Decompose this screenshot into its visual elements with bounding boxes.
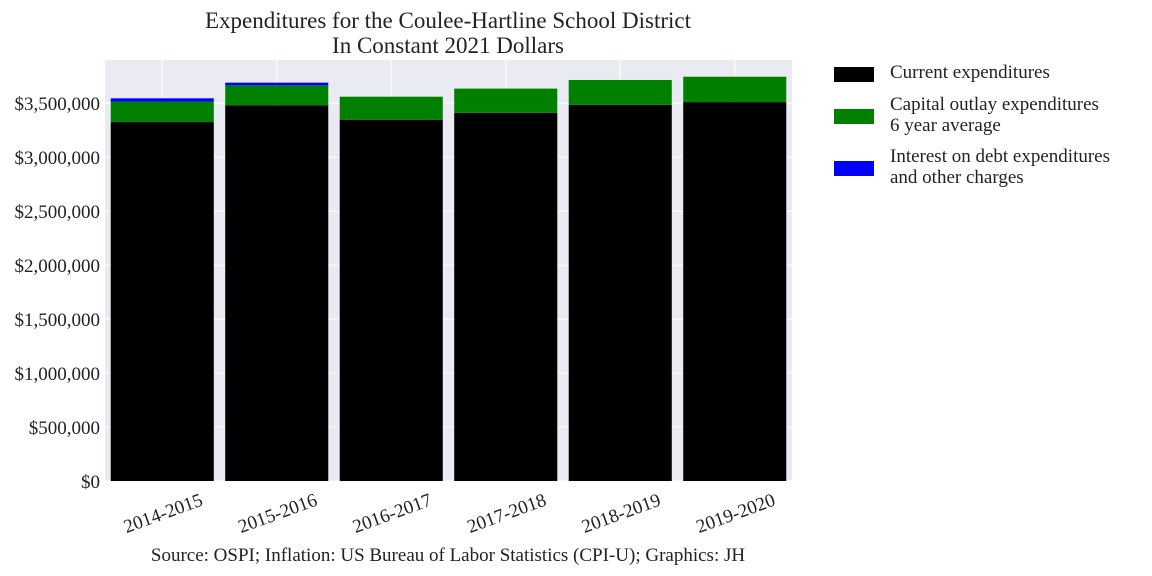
y-tick-label: $1,500,000 (15, 310, 101, 331)
bar-2017-2018-series-1 (454, 88, 558, 113)
bar-2015-2016-series-0 (225, 105, 329, 481)
legend-label: Interest on debt expenditures and other … (890, 146, 1111, 188)
x-tick-label: 2014-2015 (121, 490, 206, 538)
legend-swatch (834, 67, 874, 82)
y-tick-label: $2,500,000 (15, 202, 101, 223)
bar-2015-2016-series-2 (225, 82, 329, 86)
plot-area (105, 60, 792, 481)
y-tick-label: $1,000,000 (15, 364, 101, 385)
bar-2014-2015-series-0 (110, 122, 214, 482)
x-tick-label: 2015-2016 (236, 490, 321, 538)
bars (110, 76, 787, 482)
bar-2018-2019-series-0 (568, 104, 672, 482)
chart-title-line2: In Constant 2021 Dollars (332, 33, 564, 58)
y-tick-label: $3,500,000 (15, 94, 101, 115)
bar-2014-2015-series-2 (110, 98, 214, 102)
y-tick-label: $500,000 (29, 418, 100, 439)
y-axis-ticks: $0 $500,000 $1,000,000 $1,500,000 $2,000,000… (15, 94, 101, 493)
bar-2017-2018-series-0 (454, 112, 558, 482)
y-tick-label: $2,000,000 (15, 256, 101, 277)
x-axis-ticks: 2014-2015 2015-2016 2016-2017 2017-2018 2018… (121, 490, 778, 538)
legend-label: Capital outlay expenditures 6 year avera… (890, 94, 1099, 136)
bar-2018-2019-series-1 (568, 79, 672, 105)
bar-2019-2020-series-1 (683, 76, 787, 103)
legend-swatch (834, 109, 874, 124)
x-tick-label: 2019-2020 (694, 490, 779, 538)
legend-label: Current expenditures (890, 62, 1050, 83)
source-caption: Source: OSPI; Inflation: US Bureau of La… (151, 545, 745, 566)
bar-2016-2017-series-0 (339, 119, 443, 482)
bar-2014-2015-series-1 (110, 101, 214, 123)
x-tick-label: 2017-2018 (465, 490, 550, 538)
x-tick-label: 2018-2019 (579, 490, 664, 538)
legend-swatch (834, 161, 874, 176)
x-tick-label: 2016-2017 (350, 490, 435, 538)
y-tick-label: $3,000,000 (15, 148, 101, 169)
bar-2016-2017-series-1 (339, 96, 443, 120)
chart-title-line1: Expenditures for the Coulee-Hartline Sch… (205, 8, 692, 33)
bar-2019-2020-series-0 (683, 102, 787, 481)
y-tick-label: $0 (81, 472, 100, 493)
bar-2015-2016-series-1 (225, 85, 329, 106)
